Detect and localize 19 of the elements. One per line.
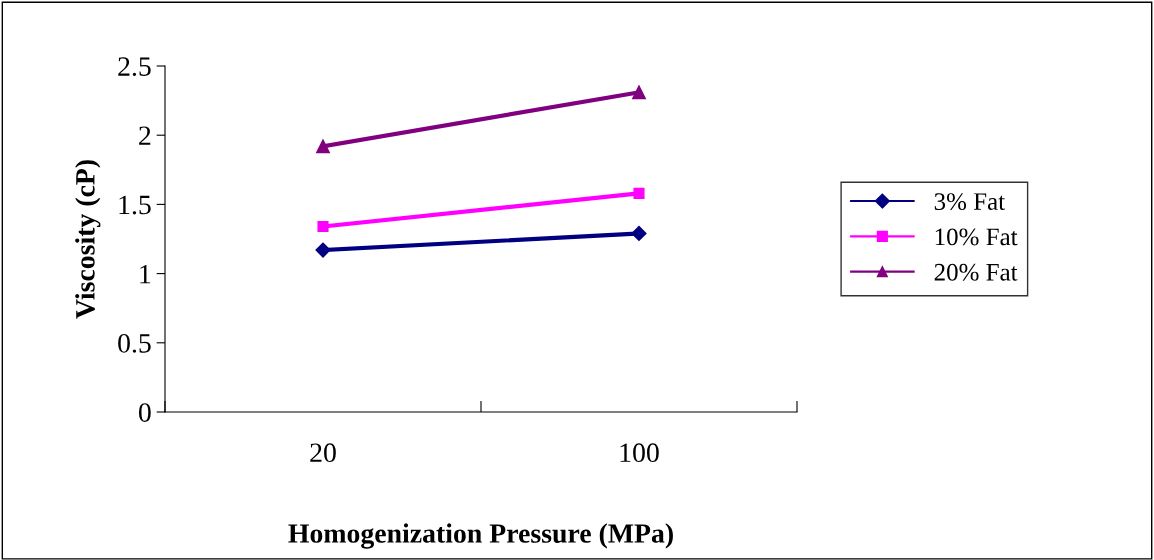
y-tick-label: 2 bbox=[139, 126, 151, 145]
point bbox=[631, 225, 647, 242]
y-tick-label: 1 bbox=[140, 264, 151, 284]
legend-label: 10% Fat bbox=[935, 228, 1018, 246]
y-tick-label: 1.5 bbox=[119, 195, 151, 215]
point bbox=[632, 85, 646, 100]
point bbox=[633, 187, 645, 199]
point bbox=[315, 242, 331, 258]
legend-label: 3% Fat bbox=[934, 193, 1005, 211]
y-tick-label: 2.5 bbox=[118, 57, 151, 77]
x-tick-label: 20 bbox=[310, 443, 336, 463]
point bbox=[316, 139, 330, 154]
y-axis-title: Viscosity (cP) bbox=[75, 160, 101, 319]
y-tick-label: 0 bbox=[138, 403, 151, 422]
x-tick-label: 100 bbox=[620, 443, 659, 463]
point bbox=[317, 220, 329, 233]
x-axis-title: Homogenization Pressure (MPa) bbox=[288, 523, 673, 549]
y-tick-label: 0.5 bbox=[118, 333, 151, 353]
legend-label: 20% Fat bbox=[934, 263, 1018, 281]
